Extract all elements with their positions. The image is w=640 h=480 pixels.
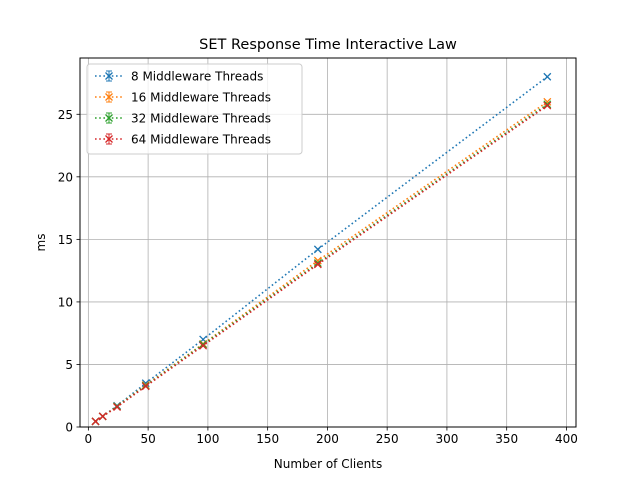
data-point-marker — [98, 412, 107, 421]
data-point-marker — [313, 245, 322, 254]
legend-box — [86, 63, 303, 155]
legend-marker — [105, 93, 113, 101]
x-tick-label: 200 — [316, 432, 339, 446]
legend-label: 32 Middleware Threads — [131, 112, 271, 126]
y-tick-label: 25 — [58, 108, 73, 122]
legend-item: 64 Middleware Threads — [95, 133, 271, 147]
y-tick-label: 10 — [58, 295, 73, 309]
y-tick-label: 20 — [58, 170, 73, 184]
data-point-marker — [91, 417, 100, 426]
data-point-marker — [199, 340, 208, 349]
data-point-marker — [313, 260, 322, 269]
x-tick-label: 400 — [555, 432, 578, 446]
series-layer — [91, 72, 552, 426]
x-tick-label: 150 — [256, 432, 279, 446]
legend-label: 64 Middleware Threads — [131, 133, 271, 147]
legend-item: 16 Middleware Threads — [95, 91, 271, 105]
legend: 8 Middleware Threads 16 Middleware Thread… — [86, 63, 303, 155]
data-point-marker — [543, 101, 552, 110]
series — [91, 101, 552, 426]
plot-frame — [79, 57, 577, 428]
x-tick-label: 100 — [196, 432, 219, 446]
y-tick-label: 5 — [65, 358, 73, 372]
data-point-marker — [199, 341, 208, 350]
x-tick-label: 250 — [376, 432, 399, 446]
data-point-marker — [543, 72, 552, 81]
y-axis-label: ms — [34, 234, 48, 252]
legend-label: 8 Middleware Threads — [131, 70, 263, 84]
y-tick-label: 0 — [65, 421, 73, 435]
x-tick-label: 50 — [140, 432, 155, 446]
data-point-marker — [141, 382, 150, 391]
x-tick-label: 300 — [435, 432, 458, 446]
data-point-marker — [113, 403, 122, 411]
legend-label: 16 Middleware Threads — [131, 91, 271, 105]
x-axis-label: Number of Clients — [274, 457, 382, 471]
legend-marker — [105, 135, 113, 143]
data-point-marker — [543, 100, 552, 109]
legend-item: 8 Middleware Threads — [95, 70, 263, 84]
chart-title: SET Response Time Interactive Law — [199, 37, 457, 53]
x-tick-label: 0 — [85, 432, 93, 446]
x-tick-label: 350 — [495, 432, 518, 446]
legend-marker — [105, 114, 113, 122]
legend-item: 32 Middleware Threads — [95, 112, 271, 126]
ticks: 0 50 100 150 200 250 300 350 400 0 5 10 15 20 25 — [58, 108, 578, 446]
legend-marker — [105, 72, 113, 80]
y-tick-label: 15 — [58, 233, 73, 247]
